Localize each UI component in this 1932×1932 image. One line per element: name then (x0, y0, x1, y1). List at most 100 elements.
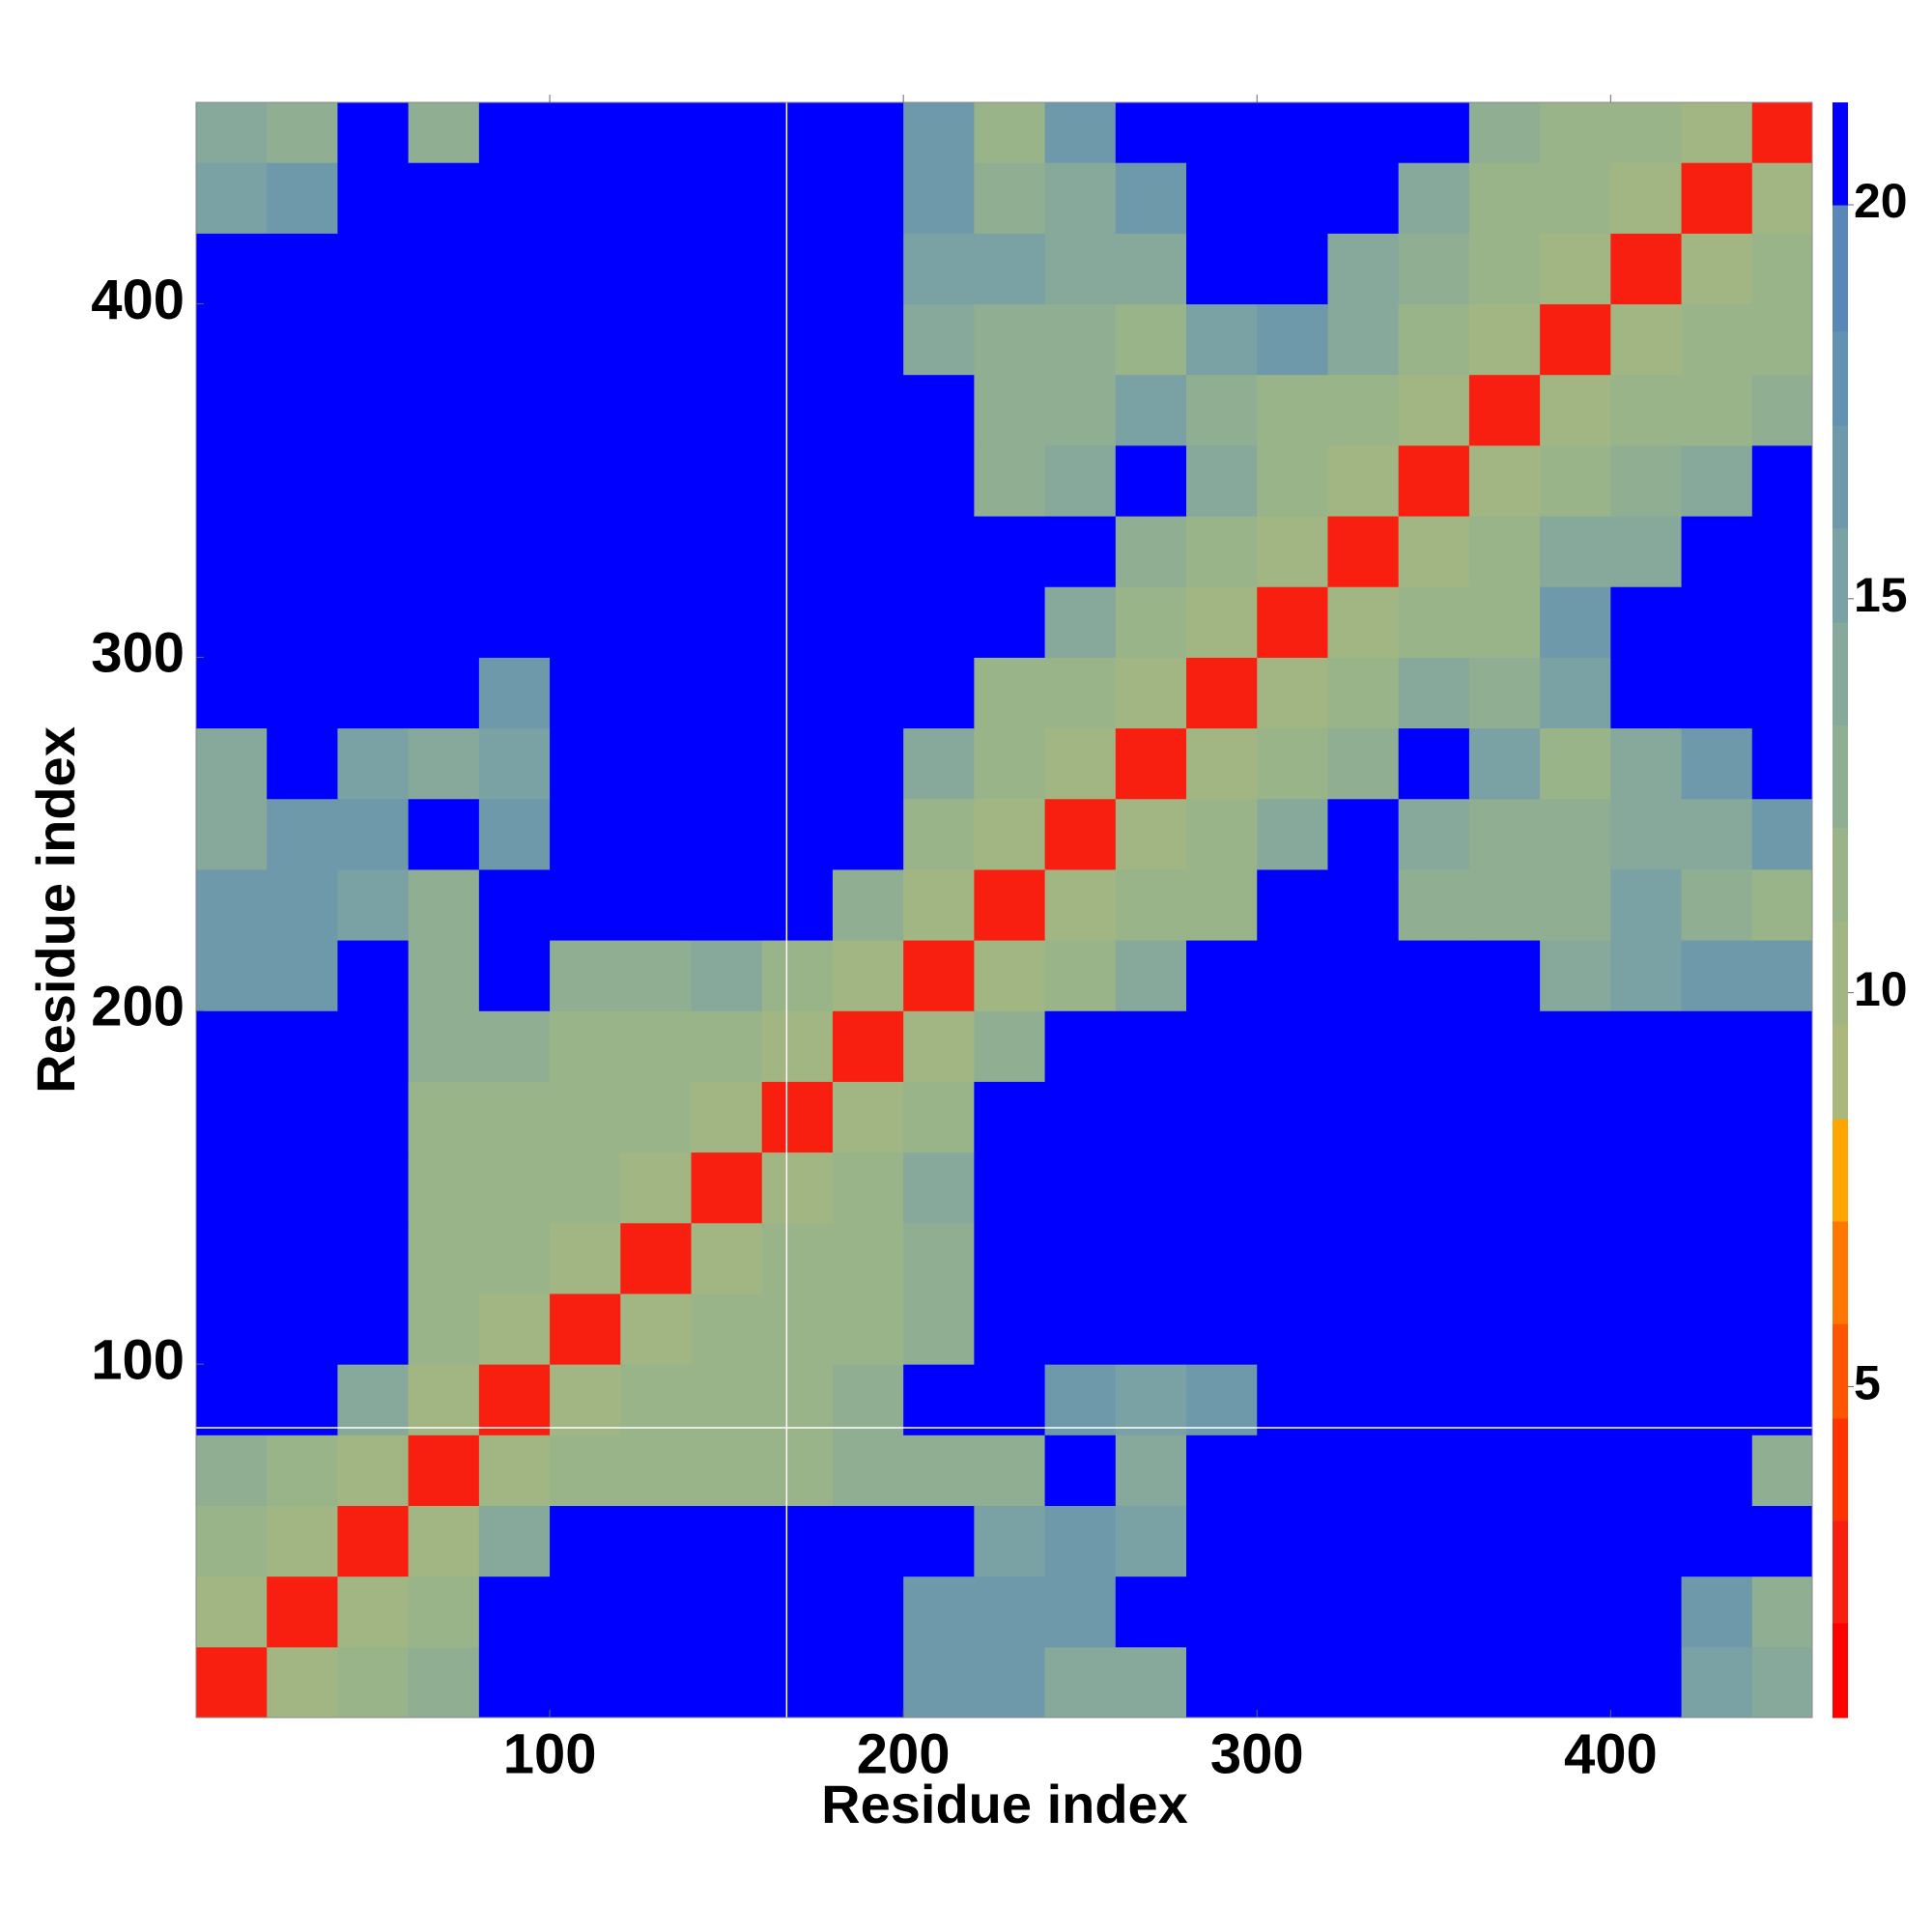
heatmap-cell (620, 1505, 693, 1577)
heatmap-cell (1751, 1505, 1813, 1577)
plot-frame (195, 101, 1813, 1719)
heatmap-cell (1468, 1081, 1541, 1153)
heatmap-cell (832, 1222, 904, 1294)
heatmap-cell (1257, 586, 1328, 658)
heatmap-cell (408, 586, 480, 658)
heatmap-cell (196, 1293, 268, 1365)
heatmap-cell (478, 1293, 551, 1365)
heatmap-cell (1610, 1646, 1683, 1719)
colorbar-tick-label: 10 (1854, 962, 1908, 1016)
heatmap-cell (903, 233, 975, 305)
heatmap-cell (1610, 1364, 1683, 1435)
heatmap-cell (267, 586, 338, 658)
heatmap-cell (1186, 1646, 1258, 1719)
heatmap-cell (903, 1646, 975, 1719)
heatmap-cell (408, 940, 480, 1011)
heatmap-cell (1186, 1010, 1258, 1082)
colorbar-segment (1833, 724, 1848, 828)
heatmap-cell (903, 1505, 975, 1577)
heatmap-cell (196, 727, 268, 800)
heatmap-cell (1610, 1293, 1683, 1365)
heatmap-cell (620, 102, 693, 163)
heatmap-cell (1398, 1222, 1470, 1294)
heatmap-cell (832, 516, 904, 587)
heatmap-cell (691, 727, 763, 800)
colorbar-segment (1833, 205, 1848, 332)
heatmap-cell (337, 1435, 410, 1506)
colorbar-tick-label: 15 (1854, 568, 1908, 622)
heatmap-cell (550, 1151, 621, 1224)
heatmap-cell (550, 1222, 621, 1294)
heatmap-cell (832, 1435, 904, 1506)
heatmap-cell (267, 1222, 338, 1294)
colorbar-segment (1833, 1323, 1848, 1419)
heatmap-cell (1751, 444, 1813, 517)
heatmap-cell (691, 233, 763, 305)
heatmap-cell (1610, 444, 1683, 517)
heatmap-cell (761, 444, 834, 517)
heatmap-cell (337, 657, 410, 729)
y-axis-label: Residue index (25, 726, 86, 1094)
heatmap-cell (196, 586, 268, 658)
heatmap-cell (337, 444, 410, 517)
heatmap-cell (1751, 798, 1813, 870)
heatmap-cell (832, 374, 904, 446)
y-tick-label: 200 (91, 976, 185, 1038)
heatmap-cell (267, 162, 338, 234)
heatmap-cell (620, 444, 693, 517)
heatmap-cell (478, 102, 551, 163)
heatmap-cell (196, 1364, 268, 1435)
heatmap-cell (1751, 657, 1813, 729)
heatmap-cell (974, 1081, 1046, 1153)
heatmap-cell (1540, 1081, 1611, 1153)
heatmap-cell (903, 1222, 975, 1294)
heatmap-cell (832, 1576, 904, 1648)
heatmap-cell (478, 798, 551, 870)
heatmap-cell (1257, 1151, 1328, 1224)
heatmap-cell (408, 1435, 480, 1506)
heatmap-cell (1540, 868, 1611, 941)
heatmap-cell (1751, 940, 1813, 1011)
heatmap-cell (1257, 444, 1328, 517)
heatmap-cell (1327, 516, 1400, 587)
heatmap-cell (1751, 303, 1813, 376)
heatmap-cell (1610, 1151, 1683, 1224)
heatmap-cell (1681, 1505, 1753, 1577)
heatmap-cell (620, 1010, 693, 1082)
heatmap-cell (691, 1435, 763, 1506)
heatmap-cell (196, 1576, 268, 1648)
heatmap-cell (1681, 444, 1753, 517)
heatmap-cell (1468, 1646, 1541, 1719)
heatmap-cell (903, 1081, 975, 1153)
heatmap-cell (761, 1010, 834, 1082)
heatmap-cell (267, 1293, 338, 1365)
heatmap-cell (1681, 798, 1753, 870)
heatmap-cell (1398, 868, 1470, 941)
heatmap-cell (1751, 1646, 1813, 1719)
heatmap-cell (1398, 940, 1470, 1011)
heatmap-cell (1327, 1151, 1400, 1224)
heatmap-cell (1115, 1151, 1187, 1224)
heatmap-cell (550, 303, 621, 376)
heatmap-cell (1186, 1293, 1258, 1365)
colorbar-segment (1833, 1418, 1848, 1521)
heatmap-cell (1044, 1505, 1117, 1577)
heatmap-cell (1751, 586, 1813, 658)
heatmap-cell (1186, 1435, 1258, 1506)
heatmap-cell (1186, 162, 1258, 234)
heatmap-cell (1327, 868, 1400, 941)
heatmap-cell (478, 516, 551, 587)
heatmap-cell (1610, 1576, 1683, 1648)
heatmap-cell (267, 444, 338, 517)
heatmap-cell (761, 1435, 834, 1506)
heatmap-cell (267, 516, 338, 587)
heatmap-cell (974, 657, 1046, 729)
heatmap-cell (832, 1010, 904, 1082)
heatmap-cell (1398, 727, 1470, 800)
heatmap-cell (1751, 1222, 1813, 1294)
heatmap-cell (1044, 940, 1117, 1011)
heatmap-cell (1751, 1293, 1813, 1365)
heatmap-cell (1186, 586, 1258, 658)
heatmap-cell (1186, 1081, 1258, 1153)
heatmap-cell (1044, 1435, 1117, 1506)
